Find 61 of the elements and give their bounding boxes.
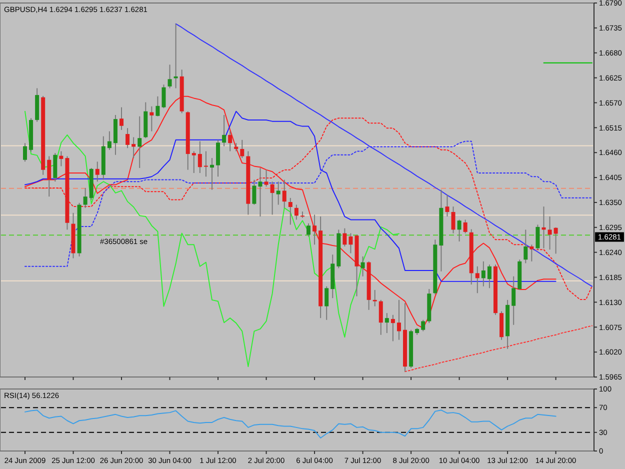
candlestick [421, 319, 426, 332]
candlestick [463, 219, 468, 234]
candlestick [83, 187, 88, 208]
candlestick [120, 106, 124, 130]
candlestick [150, 106, 154, 132]
candlestick [47, 156, 52, 198]
candlestick [481, 260, 486, 287]
candlestick [53, 152, 58, 182]
candlestick [288, 197, 292, 226]
candlestick [451, 206, 456, 234]
candlestick [204, 150, 208, 178]
candlestick [378, 299, 383, 336]
candlestick [264, 169, 268, 188]
candlestick [162, 84, 166, 109]
candlestick [156, 96, 160, 117]
candlestick [306, 222, 310, 237]
candlestick [475, 266, 480, 294]
candlestick [168, 64, 172, 89]
candlestick [512, 276, 516, 326]
candlestick [210, 158, 214, 190]
candlestick [342, 228, 347, 247]
candlestick [222, 114, 226, 147]
candlestick [530, 244, 534, 262]
candlestick [312, 214, 317, 246]
candlestick [126, 128, 130, 149]
line-series [24, 410, 556, 438]
candlestick [270, 181, 274, 216]
candlestick [548, 216, 552, 250]
candlestick [276, 181, 280, 206]
candlestick [524, 229, 528, 264]
candlestick [445, 194, 450, 218]
candlestick [95, 161, 100, 182]
candlestick [216, 139, 220, 178]
candlestick [536, 224, 540, 250]
line-series [24, 110, 556, 282]
candlestick [107, 130, 112, 150]
candlestick [348, 232, 353, 254]
candlestick [23, 142, 27, 162]
candlestick [59, 150, 64, 167]
candlestick [294, 204, 298, 220]
candlestick [228, 130, 232, 152]
candlestick [198, 140, 202, 174]
candlestick [324, 286, 329, 320]
candlestick [240, 139, 244, 159]
candlestick [384, 312, 389, 334]
candlestick [192, 150, 196, 174]
candlestick [360, 256, 365, 277]
candlestick [138, 116, 142, 169]
line-series [404, 325, 592, 372]
candlestick [487, 264, 492, 289]
candlestick [282, 179, 286, 208]
candlestick [390, 314, 395, 342]
candlestick [396, 299, 401, 340]
line-series [24, 110, 400, 368]
candlestick [174, 23, 178, 89]
candlestick [258, 168, 262, 218]
candlestick [554, 226, 558, 254]
candlestick [457, 219, 462, 242]
candlestick [372, 289, 377, 307]
candlestick [132, 136, 136, 159]
candlestick [252, 179, 256, 206]
